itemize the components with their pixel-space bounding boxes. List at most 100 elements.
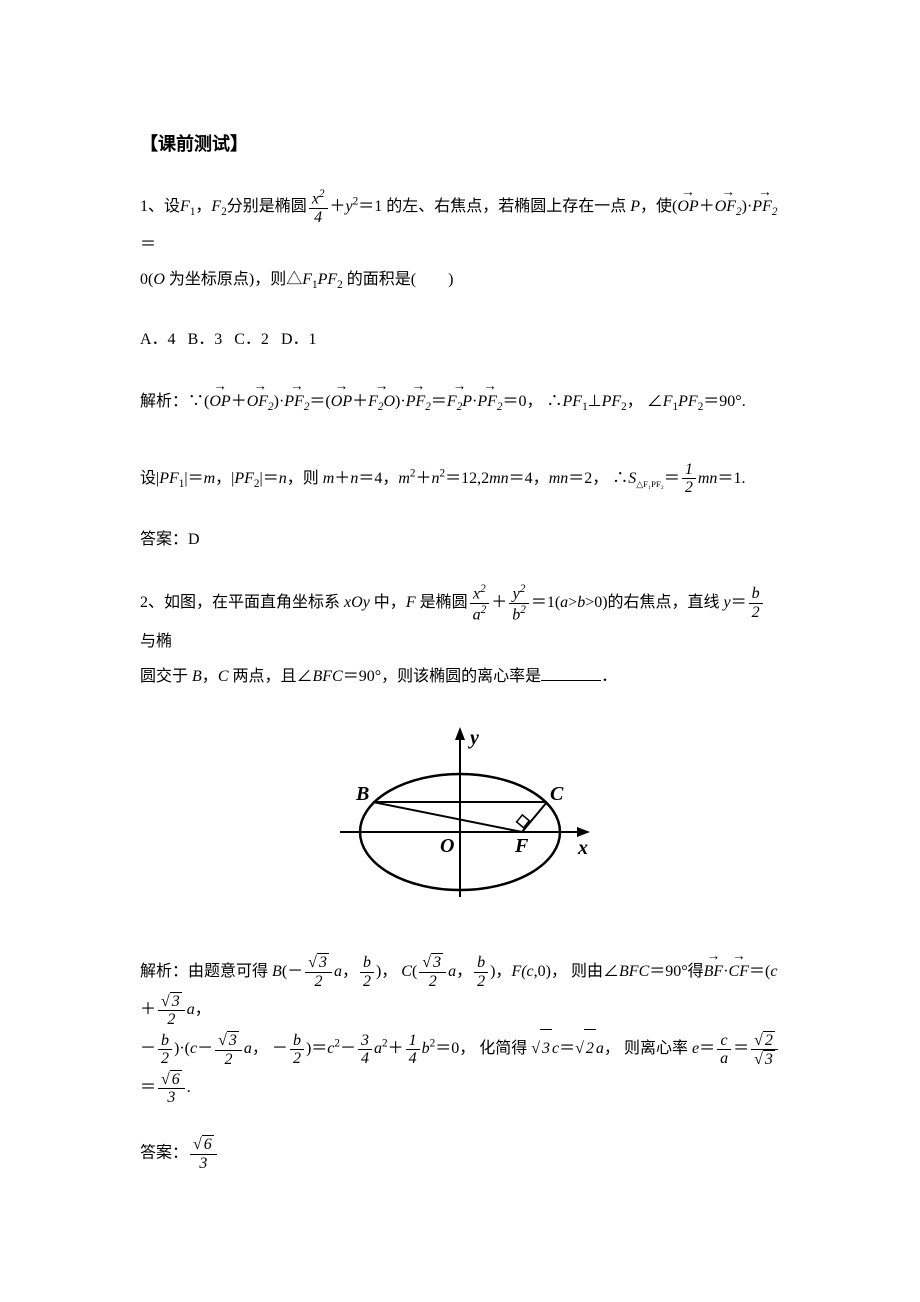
vector: OP — [331, 383, 352, 421]
sqrt: 3 — [763, 1050, 775, 1069]
den: 2 — [682, 479, 696, 497]
text: (－ — [282, 963, 303, 980]
op: ＝ — [733, 1040, 749, 1057]
text: ,0)， — [534, 963, 567, 980]
var: P — [318, 271, 328, 288]
text: ＝4， — [358, 470, 398, 487]
problem-2-figure: y B C O F x — [140, 722, 780, 923]
fraction: √32 — [215, 1031, 242, 1068]
var: PF — [477, 393, 497, 410]
op: － — [197, 1040, 213, 1057]
p2-number: 2、 — [140, 594, 164, 611]
den: 4 — [406, 1050, 420, 1068]
sub: 2 — [425, 401, 431, 413]
sub: △F₁PF₂ — [636, 479, 664, 489]
sqrt: 2 — [763, 1031, 775, 1050]
var: F — [327, 271, 337, 288]
text: 设 — [164, 198, 180, 215]
var: a — [448, 963, 456, 980]
answer-blank — [541, 665, 601, 681]
text: ∴ — [612, 470, 628, 487]
vector-of2: OF2 — [715, 189, 742, 225]
var: B — [192, 668, 202, 685]
op: ＝ — [731, 594, 747, 611]
num: c — [717, 1032, 731, 1051]
text: |＝ — [184, 470, 203, 487]
text: )·( — [174, 1040, 190, 1057]
var: a — [596, 1040, 604, 1057]
var: F — [447, 393, 457, 410]
sqrt: 3 — [431, 953, 443, 972]
var: m — [323, 470, 335, 487]
var: F — [511, 963, 521, 980]
sup: 2 — [481, 604, 487, 616]
den: 2 — [305, 973, 332, 991]
vector: F2O — [368, 383, 395, 421]
section-heading: 【课前测试】 — [140, 128, 780, 160]
num: b — [360, 954, 374, 973]
text: )· — [742, 198, 753, 215]
var: BFC — [313, 668, 343, 685]
den: a — [717, 1050, 731, 1068]
text: 的面积是( ) — [343, 271, 454, 288]
sub: 2 — [772, 207, 778, 219]
vector-op: OP — [677, 189, 698, 224]
x-arrow — [577, 827, 590, 837]
op: > — [568, 594, 577, 611]
vector: OP — [209, 383, 230, 421]
text: ∵( — [188, 393, 209, 410]
op: ＋ — [388, 1040, 404, 1057]
text: ＝1( — [531, 594, 560, 611]
var: n — [432, 470, 440, 487]
text: ， — [252, 1040, 268, 1057]
den: 2 — [419, 973, 446, 991]
var: BFC — [619, 963, 649, 980]
problem-2-solution: 解析：由题意可得 B(－√32a，b2)， C(√32a，b2)，F(c,0)，… — [140, 953, 780, 1108]
label-o: O — [440, 835, 454, 857]
text: ∠ — [647, 393, 663, 410]
answer-value: D — [188, 531, 200, 548]
vector-pf2: PF2 — [752, 189, 777, 225]
op: ＋ — [330, 198, 346, 215]
sup: 2 — [520, 604, 526, 616]
den: 2 — [158, 1050, 172, 1068]
vector: PF2 — [477, 383, 502, 421]
text: 化简得 — [479, 1040, 531, 1057]
var: F — [302, 271, 312, 288]
vector: F2P — [447, 383, 472, 421]
fraction: 34 — [358, 1032, 372, 1068]
sup: 2 — [480, 583, 486, 595]
problem-1-statement: 1、设F1，F2分别是椭圆x24＋y2＝1 的左、右焦点，若椭圆上存在一点 P，… — [140, 188, 780, 298]
answer-label: 答案： — [140, 531, 188, 548]
text: 中， — [370, 594, 406, 611]
var: F — [368, 393, 378, 410]
text: 两点，且∠ — [228, 668, 312, 685]
text: ． — [601, 668, 617, 685]
solution-label: 解析： — [140, 393, 188, 410]
op: ＝ — [699, 1040, 715, 1057]
text: 为坐标原点)，则△ — [165, 271, 302, 288]
vector: BF — [704, 953, 724, 991]
var: C — [401, 963, 412, 980]
text: 圆交于 — [140, 668, 192, 685]
sqrt: 3 — [540, 1029, 552, 1068]
var: F — [180, 198, 190, 215]
text: ＝4， — [509, 470, 549, 487]
text: 是椭圆 — [416, 594, 468, 611]
den: 2 — [215, 1051, 242, 1069]
text: 分别是椭圆 — [227, 198, 307, 215]
op: － — [140, 1040, 156, 1057]
var: b — [422, 1040, 430, 1057]
num: 1 — [406, 1032, 420, 1051]
den: 3 — [190, 1155, 217, 1173]
var: a — [244, 1040, 252, 1057]
option-d: D．1 — [281, 331, 317, 348]
text: (c — [521, 963, 533, 980]
op: ＋ — [231, 393, 247, 410]
var: xOy — [344, 594, 370, 611]
var: y — [346, 198, 353, 215]
den: 3 — [158, 1089, 185, 1107]
var: F — [211, 198, 221, 215]
sqrt: 3 — [227, 1031, 239, 1050]
var: y — [513, 585, 520, 602]
